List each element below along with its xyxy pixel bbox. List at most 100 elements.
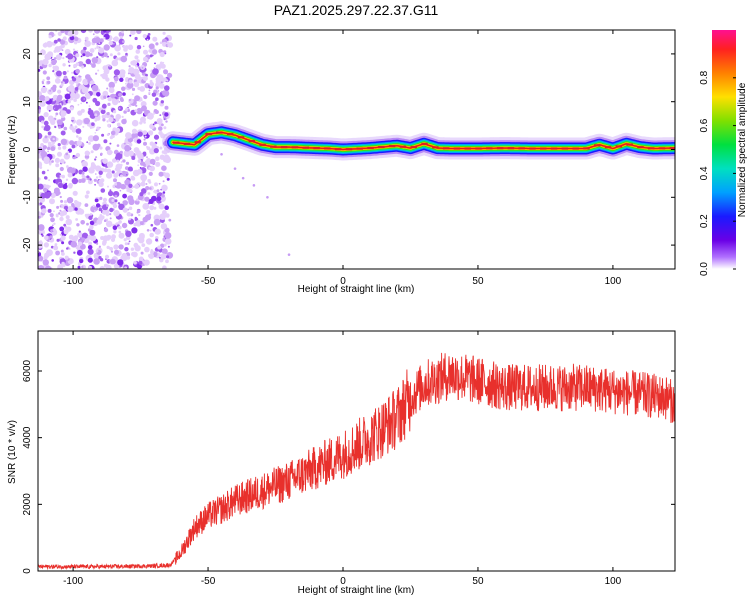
noise-blob xyxy=(75,152,81,158)
noise-blob xyxy=(50,245,54,249)
noise-blob xyxy=(38,224,45,231)
noise-blob xyxy=(42,259,49,266)
noise-blob xyxy=(57,45,63,51)
noise-blob xyxy=(147,112,154,120)
noise-blob xyxy=(83,117,91,125)
noise-blob xyxy=(114,182,118,186)
noise-blob xyxy=(144,135,147,138)
noise-blob xyxy=(94,37,101,43)
noise-blob xyxy=(74,207,78,211)
noise-blob xyxy=(118,232,125,239)
noise-blob xyxy=(103,263,108,268)
noise-blob xyxy=(49,198,55,205)
noise-blob xyxy=(93,178,97,182)
noise-blob xyxy=(121,118,127,125)
noise-blob xyxy=(95,173,97,175)
noise-blob xyxy=(57,31,62,36)
noise-blob xyxy=(77,103,80,106)
noise-blob xyxy=(81,86,89,94)
noise-blob xyxy=(69,140,75,146)
noise-blob xyxy=(56,238,60,242)
noise-blob xyxy=(76,50,79,52)
noise-blob xyxy=(104,254,110,259)
noise-blob xyxy=(76,135,79,138)
snr-x-axis: -100 -50 0 50 100 xyxy=(63,331,622,587)
noise-blob xyxy=(74,201,81,208)
noise-blob xyxy=(127,195,134,202)
noise-blob xyxy=(66,165,69,168)
noise-blob xyxy=(103,44,110,51)
noise-blob xyxy=(109,53,113,57)
noise-blob xyxy=(106,87,109,90)
noise-blob xyxy=(66,70,69,73)
noise-blob xyxy=(97,69,100,72)
noise-blob xyxy=(80,30,87,34)
noise-blob xyxy=(128,79,133,84)
noise-blob xyxy=(158,182,161,185)
noise-blob xyxy=(136,30,142,35)
noise-blob xyxy=(41,125,45,129)
noise-blob xyxy=(89,224,94,230)
noise-blob xyxy=(149,158,156,165)
noise-blob xyxy=(89,80,95,85)
noise-blob xyxy=(90,150,94,154)
noise-blob xyxy=(106,168,112,174)
noise-blob xyxy=(68,183,73,188)
noise-blob xyxy=(64,93,71,100)
noise-blob xyxy=(159,41,163,45)
noise-blob xyxy=(89,229,96,236)
noise-blob xyxy=(120,161,123,163)
noise-blob xyxy=(108,117,114,123)
noise-blob xyxy=(164,238,172,245)
noise-blob xyxy=(74,125,78,129)
noise-blob xyxy=(130,189,133,193)
noise-blob xyxy=(98,107,102,111)
noise-blob xyxy=(158,130,163,136)
noise-blob xyxy=(88,30,93,33)
noise-blob xyxy=(47,80,51,85)
noise-blob xyxy=(142,151,147,156)
noise-blob xyxy=(86,222,89,226)
noise-blob xyxy=(98,170,103,175)
noise-blob xyxy=(84,203,89,208)
noise-blob xyxy=(162,191,166,194)
noise-blob xyxy=(100,109,106,115)
noise-blob xyxy=(164,172,171,179)
noise-blob xyxy=(163,118,166,121)
noise-blob xyxy=(159,51,165,58)
noise-blob xyxy=(52,228,56,232)
noise-blob xyxy=(124,266,128,269)
noise-blob xyxy=(41,234,44,237)
noise-blob xyxy=(125,132,132,139)
scatter-tail-point xyxy=(287,253,291,256)
noise-blob xyxy=(113,178,117,183)
noise-blob xyxy=(165,120,168,123)
noise-blob xyxy=(156,196,162,202)
y-tick-label: 20 xyxy=(22,48,33,60)
noise-blob xyxy=(56,190,60,194)
noise-blob xyxy=(96,126,100,130)
noise-blob xyxy=(71,71,74,74)
noise-blob xyxy=(61,261,65,266)
noise-blob xyxy=(142,216,149,223)
noise-blob xyxy=(103,37,106,40)
noise-blob xyxy=(137,131,143,137)
noise-blob xyxy=(96,218,103,225)
noise-blob xyxy=(162,265,167,269)
noise-blob xyxy=(38,183,44,190)
noise-blob xyxy=(113,230,117,234)
noise-blob xyxy=(141,99,143,102)
noise-blob xyxy=(106,213,109,217)
noise-blob xyxy=(118,220,122,224)
spectrogram-y-label: Frequency (Hz) xyxy=(7,116,18,185)
noise-blob xyxy=(139,221,144,226)
noise-blob xyxy=(65,178,69,181)
noise-blob xyxy=(54,243,58,246)
snr-series-line xyxy=(38,352,675,571)
noise-blob xyxy=(161,123,164,127)
noise-blob xyxy=(96,92,101,97)
noise-blob xyxy=(88,142,91,145)
noise-blob xyxy=(148,187,152,190)
noise-blob xyxy=(128,98,131,102)
